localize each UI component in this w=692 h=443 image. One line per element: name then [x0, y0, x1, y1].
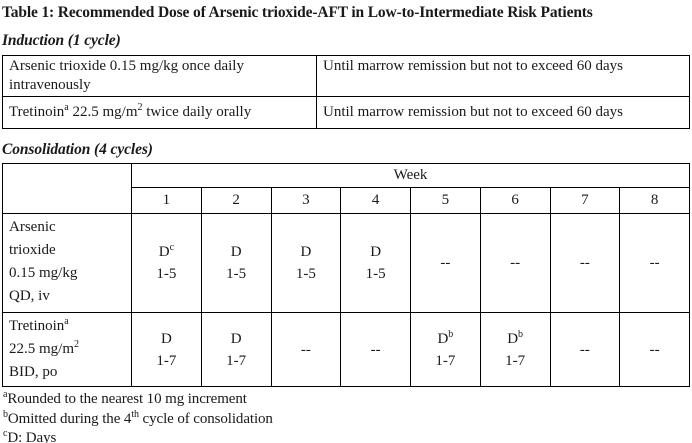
footnote-a: aRounded to the nearest 10 mg increment	[3, 390, 690, 410]
tretinoin-week5-cell: Db 1-7	[410, 312, 481, 387]
superscript-b: b	[448, 328, 454, 340]
footnote-a-text: Rounded to the nearest 10 mg increment	[7, 391, 247, 407]
arsenic-drug-line: 0.15 mg/kg	[9, 265, 78, 281]
footnote-b-text: cycle of consolidation	[138, 410, 273, 427]
week-number-7: 7	[549, 187, 621, 214]
induction-table: Arsenic trioxide 0.15 mg/kg once daily i…	[2, 55, 690, 129]
no-dose-dash: --	[579, 341, 590, 358]
induction-arsenic-duration-cell: Until marrow remission but not to exceed…	[316, 55, 690, 97]
no-dose-dash: --	[649, 255, 660, 271]
superscript-2: 2	[137, 101, 143, 113]
arsenic-week2-cell: D 1-5	[200, 213, 272, 313]
dose-days-label: D	[230, 330, 242, 347]
induction-tretinoin-duration-cell: Until marrow remission but not to exceed…	[316, 96, 690, 129]
dose-days-label: D	[230, 244, 242, 260]
superscript-b: b	[518, 328, 524, 340]
induction-row-tretinoin: Tretinoina 22.5 mg/m2 twice daily orally…	[2, 96, 690, 129]
footnote-c-text: D: Days	[7, 430, 57, 443]
no-dose-dash: --	[649, 341, 660, 358]
dose-days-label: Db	[507, 328, 524, 347]
week-number-row: 1 2 3 4 5 6 7 8	[3, 187, 690, 214]
arsenic-drug-cell: Arsenic trioxide 0.15 mg/kg QD, iv	[2, 213, 132, 313]
tretinoin-week3-cell: --	[270, 312, 342, 387]
footnote-b: bOmitted during the 4th cycle of consoli…	[3, 408, 690, 430]
superscript-c: c	[3, 428, 8, 439]
no-dose-dash: --	[370, 341, 381, 358]
induction-section-heading: Induction (1 cycle)	[2, 32, 121, 49]
arsenic-drug-line: QD, iv	[9, 288, 50, 304]
arsenic-week8-cell: --	[619, 213, 690, 313]
arsenic-drug-line: Arsenic	[9, 219, 56, 235]
week-number-3: 3	[270, 187, 342, 214]
consolidation-table: Week 1 2 3 4 5 6 7 8 Arsenic trioxide 0.…	[2, 163, 690, 387]
tretinoin-drug-cell: Tretinoina 22.5 mg/m2 BID, po	[2, 312, 132, 387]
superscript-a: a	[3, 389, 8, 400]
arsenic-week3-cell: D 1-5	[270, 213, 342, 313]
induction-arsenic-drug-cell: Arsenic trioxide 0.15 mg/kg once daily i…	[2, 55, 317, 97]
arsenic-week6-cell: --	[479, 213, 551, 313]
tretinoin-drug-line: 22.5 mg/m2	[9, 339, 80, 358]
arsenic-week5-cell: --	[410, 213, 481, 313]
superscript-a: a	[64, 101, 69, 113]
tretinoin-name: Tretinoin	[9, 103, 65, 120]
superscript-b: b	[3, 408, 8, 420]
no-dose-dash: --	[510, 255, 521, 271]
tretinoin-week4-cell: --	[340, 312, 411, 387]
tretinoin-drug-line: BID, po	[9, 364, 58, 380]
arsenic-week1-cell: Dc 1-5	[131, 213, 202, 313]
dose-days-range: 1-5	[295, 266, 316, 282]
tretinoin-week8-cell: --	[619, 312, 690, 387]
superscript-th: th	[131, 408, 139, 420]
table-title: Table 1: Recommended Dose of Arsenic tri…	[2, 4, 593, 21]
no-dose-dash: --	[440, 255, 451, 271]
arsenic-drug-line: trioxide	[9, 242, 56, 258]
dose-days-label: Dc	[158, 242, 175, 261]
dose-days-range: 1-5	[156, 266, 177, 282]
dose-days-label: D	[370, 244, 382, 260]
tretinoin-week7-cell: --	[549, 312, 621, 387]
tretinoin-schedule: twice daily orally	[142, 103, 252, 120]
dose-days-range: 1-7	[505, 352, 526, 369]
induction-row-arsenic: Arsenic trioxide 0.15 mg/kg once daily i…	[2, 55, 690, 97]
dose-days-range: 1-7	[435, 352, 456, 369]
tretinoin-week2-cell: D 1-7	[200, 312, 272, 387]
footnotes: aRounded to the nearest 10 mg increment …	[3, 390, 690, 443]
no-dose-dash: --	[300, 341, 311, 358]
no-dose-dash: --	[579, 255, 590, 271]
dose-days-label: D	[160, 330, 172, 347]
week-number-1: 1	[131, 187, 202, 214]
consolidation-section-heading: Consolidation (4 cycles)	[2, 141, 153, 158]
week-number-4: 4	[340, 187, 411, 214]
week-number-6: 6	[479, 187, 551, 214]
week-header-cell: Week	[131, 163, 690, 188]
week-number-5: 5	[410, 187, 481, 214]
superscript-a: a	[64, 316, 69, 327]
tretinoin-week1-cell: D 1-7	[131, 312, 202, 387]
tretinoin-week6-cell: Db 1-7	[479, 312, 551, 387]
tretinoin-drug-line: Tretinoina	[9, 316, 69, 335]
week-number-2: 2	[200, 187, 272, 214]
week-number-8: 8	[619, 187, 690, 214]
footnote-b-text: Omitted during the 4	[7, 410, 132, 427]
induction-tretinoin-drug-cell: Tretinoina 22.5 mg/m2 twice daily orally	[2, 96, 317, 129]
dose-days-range: 1-7	[156, 352, 177, 369]
week-header-row: Week	[2, 163, 690, 214]
arsenic-week7-cell: --	[549, 213, 621, 313]
tretinoin-dose: 22.5 mg/m	[68, 103, 138, 120]
footnote-c: cD: Days	[3, 429, 690, 443]
dose-days-range: 1-5	[365, 266, 386, 282]
consolidation-row-tretinoin: Tretinoina 22.5 mg/m2 BID, po D 1-7 D 1-…	[2, 312, 690, 387]
dose-days-range: 1-5	[226, 266, 247, 282]
superscript-2: 2	[74, 339, 80, 350]
dose-days-range: 1-7	[226, 352, 247, 369]
corner-empty-cell	[2, 163, 132, 214]
superscript-c: c	[169, 242, 175, 253]
arsenic-week4-cell: D 1-5	[340, 213, 411, 313]
consolidation-row-arsenic: Arsenic trioxide 0.15 mg/kg QD, iv Dc 1-…	[2, 213, 690, 313]
dose-days-label: D	[300, 244, 312, 260]
dose-days-label: Db	[437, 328, 454, 347]
